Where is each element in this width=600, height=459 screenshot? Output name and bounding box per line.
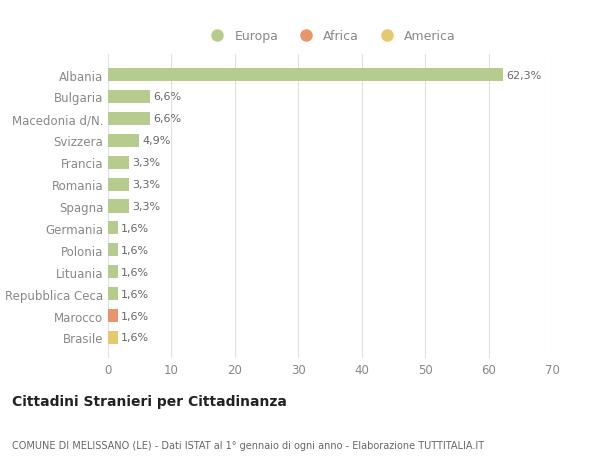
Text: 6,6%: 6,6% (153, 114, 181, 124)
Text: 1,6%: 1,6% (121, 245, 149, 255)
Bar (108, 156, 129, 169)
Bar (108, 331, 118, 344)
Bar (108, 91, 150, 104)
Bar (108, 287, 118, 301)
Text: Cittadini Stranieri per Cittadinanza: Cittadini Stranieri per Cittadinanza (12, 395, 287, 409)
Text: 1,6%: 1,6% (121, 333, 149, 343)
Text: 3,3%: 3,3% (132, 158, 160, 168)
Bar (108, 222, 118, 235)
Text: 1,6%: 1,6% (121, 289, 149, 299)
Bar (108, 134, 139, 147)
Text: 1,6%: 1,6% (121, 267, 149, 277)
Bar (108, 178, 129, 191)
Text: 62,3%: 62,3% (506, 70, 542, 80)
Text: 1,6%: 1,6% (121, 311, 149, 321)
Bar (108, 112, 150, 126)
Text: 3,3%: 3,3% (132, 180, 160, 190)
Text: COMUNE DI MELISSANO (LE) - Dati ISTAT al 1° gennaio di ogni anno - Elaborazione : COMUNE DI MELISSANO (LE) - Dati ISTAT al… (12, 440, 484, 450)
Bar (108, 69, 503, 82)
Text: 4,9%: 4,9% (142, 136, 170, 146)
Bar (108, 309, 118, 322)
Text: 1,6%: 1,6% (121, 224, 149, 233)
Text: 6,6%: 6,6% (153, 92, 181, 102)
Legend: Europa, Africa, America: Europa, Africa, America (199, 25, 461, 48)
Text: 3,3%: 3,3% (132, 202, 160, 212)
Bar (108, 200, 129, 213)
Bar (108, 266, 118, 279)
Bar (108, 244, 118, 257)
